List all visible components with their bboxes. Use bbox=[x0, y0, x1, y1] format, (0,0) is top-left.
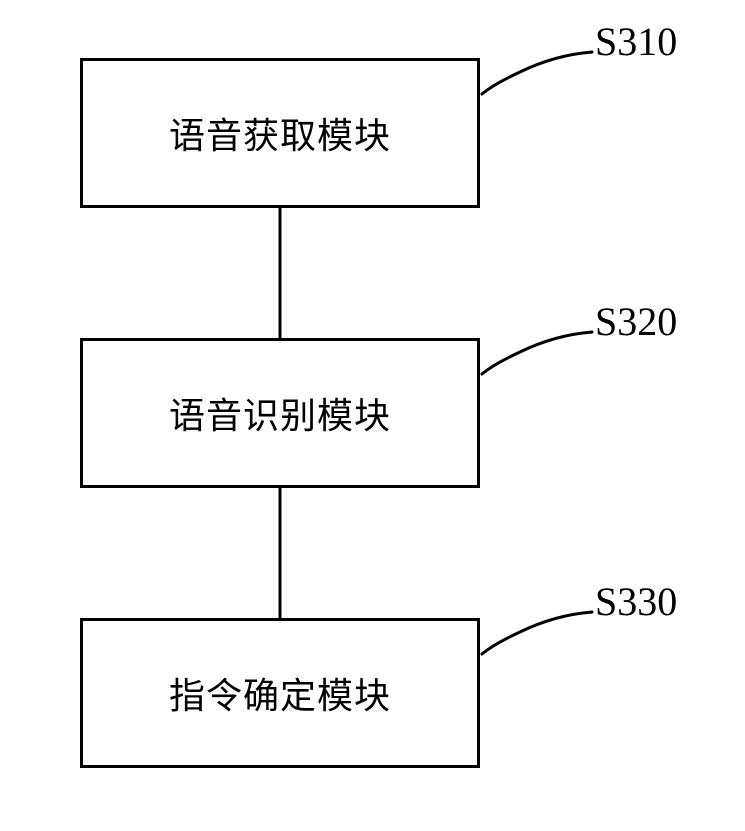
diagram-canvas: 语音获取模块 语音识别模块 指令确定模块 S310 S320 S330 bbox=[0, 0, 745, 831]
label-s330: S330 bbox=[595, 578, 677, 625]
node-voice-recognize-text: 语音识别模块 bbox=[169, 387, 391, 439]
node-command-determine: 指令确定模块 bbox=[80, 618, 480, 768]
node-voice-recognize: 语音识别模块 bbox=[80, 338, 480, 488]
node-command-determine-text: 指令确定模块 bbox=[169, 667, 391, 719]
label-s320: S320 bbox=[595, 298, 677, 345]
node-voice-acquire: 语音获取模块 bbox=[80, 58, 480, 208]
label-s310: S310 bbox=[595, 18, 677, 65]
node-voice-acquire-text: 语音获取模块 bbox=[169, 107, 391, 159]
